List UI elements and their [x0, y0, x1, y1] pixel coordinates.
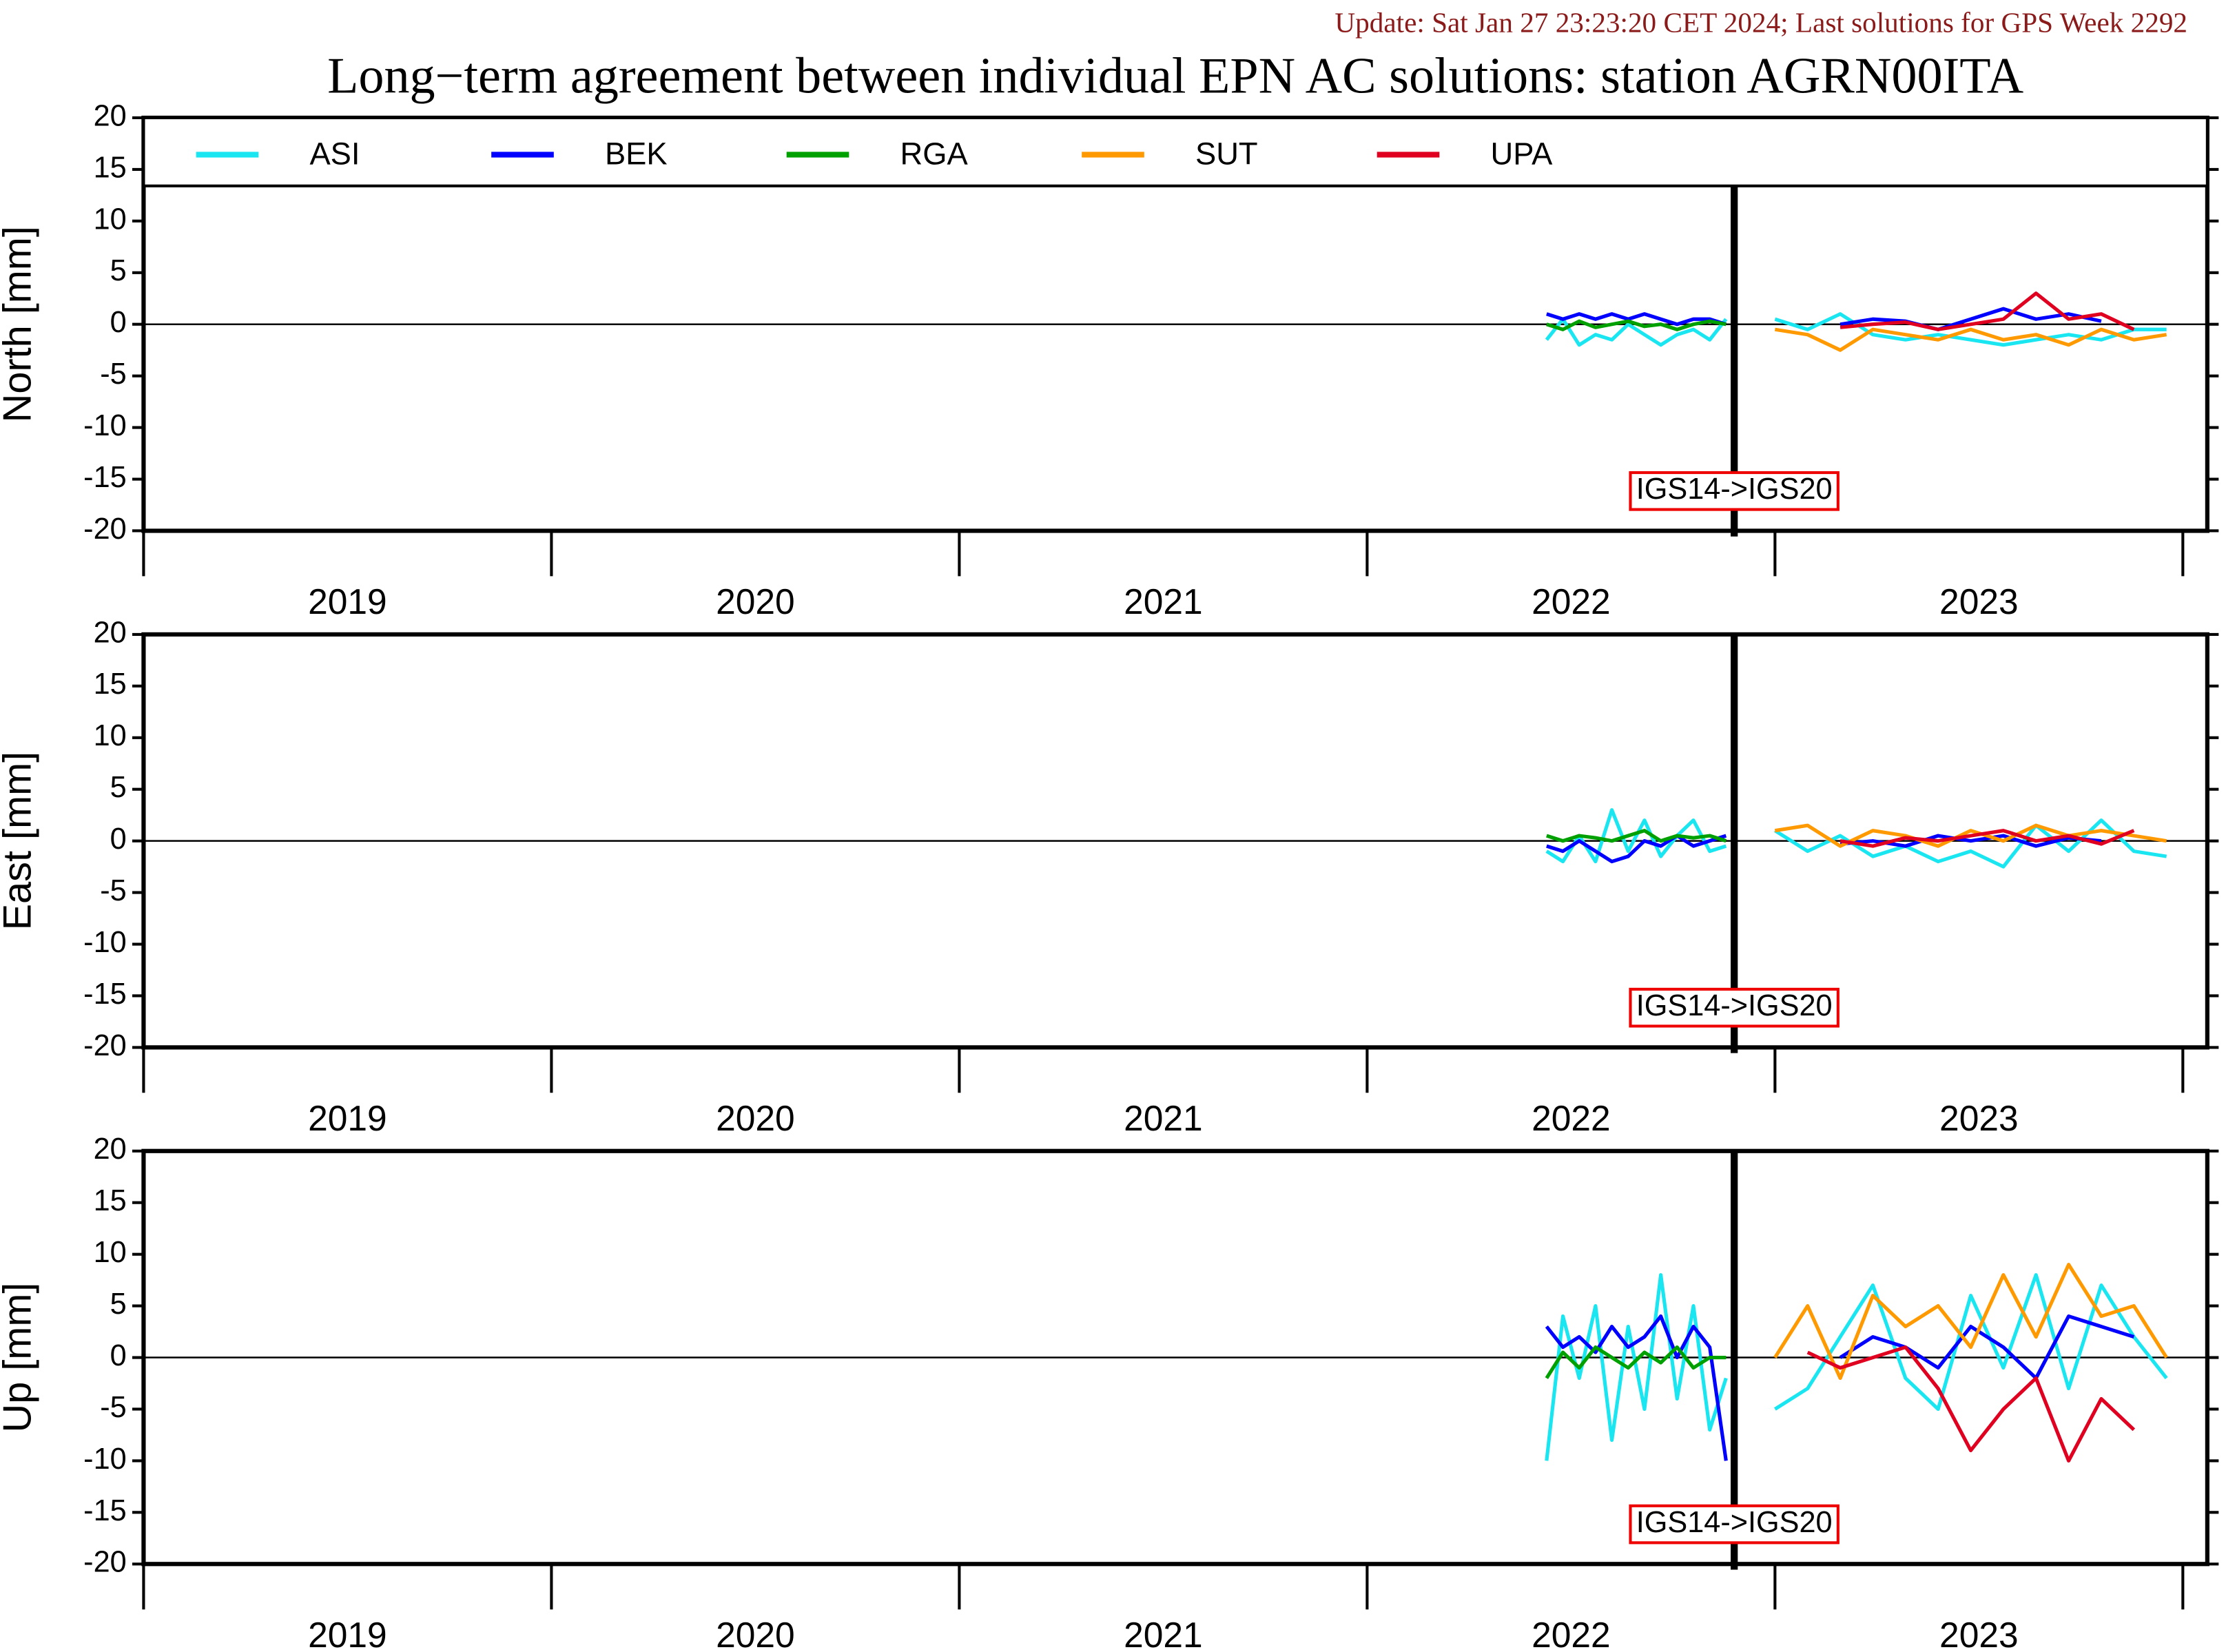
- y-tick-label: 10: [94, 1236, 127, 1269]
- legend-label: SUT: [1195, 136, 1258, 172]
- series-line: [1839, 1314, 2135, 1381]
- x-tick-label: 2019: [308, 581, 387, 621]
- update-note: Update: Sat Jan 27 23:23:20 CET 2024; La…: [1334, 7, 2187, 39]
- chart-title: Long−term agreement between individual E…: [327, 48, 2024, 104]
- y-tick-label: -5: [100, 1391, 126, 1424]
- y-axis-label: East [mm]: [0, 752, 39, 931]
- y-tick-label: 20: [94, 616, 127, 649]
- y-tick-label: -15: [83, 1494, 127, 1527]
- y-tick-label: 0: [110, 823, 127, 856]
- annotation-label: IGS14->IGS20: [1636, 473, 1833, 506]
- series-group: [1545, 1263, 2168, 1463]
- series-line: [1774, 327, 2167, 352]
- series-line: [1774, 312, 2167, 347]
- annotation-box: [1629, 471, 1839, 511]
- series-line: [1546, 319, 1727, 331]
- plot-frame: [141, 1148, 2209, 1567]
- y-tick-label: 20: [94, 1133, 127, 1166]
- y-tick-label: -20: [83, 513, 127, 546]
- x-tick-label: 2021: [1124, 1098, 1203, 1138]
- series-line: [1839, 307, 2102, 331]
- y-tick-label: 20: [94, 99, 127, 132]
- series-line: [1774, 823, 2167, 848]
- series-line: [1546, 834, 1727, 864]
- y-tick-label: 10: [94, 719, 127, 752]
- annotation-box: [1629, 1504, 1839, 1545]
- series-line: [1839, 291, 2135, 331]
- x-tick-label: 2021: [1124, 1615, 1203, 1652]
- series-group: [1545, 291, 2167, 352]
- x-tick-label: 2023: [1939, 1615, 2019, 1652]
- plot-frame: [141, 632, 2209, 1050]
- x-tick-label: 2020: [716, 1615, 795, 1652]
- y-tick-label: 0: [110, 1339, 127, 1372]
- x-tick-label: 2022: [1532, 1098, 1611, 1138]
- x-tick-label: 2020: [716, 581, 795, 621]
- series-line: [1839, 829, 2135, 848]
- y-tick-label: 0: [110, 306, 127, 339]
- y-axis-label: Up [mm]: [0, 1283, 39, 1433]
- x-tick-label: 2023: [1939, 581, 2019, 621]
- series-line: [1546, 829, 1727, 843]
- series-line: [1546, 312, 1727, 327]
- x-tick-label: 2023: [1939, 1098, 2019, 1138]
- y-tick-label: 15: [94, 668, 127, 701]
- series-line: [1545, 317, 1728, 347]
- y-tick-label: -10: [83, 1443, 127, 1476]
- series-group: [1545, 808, 2167, 869]
- x-tick-label: 2022: [1532, 581, 1611, 621]
- x-tick-label: 2022: [1532, 1615, 1611, 1652]
- y-tick-label: 10: [94, 203, 127, 236]
- y-tick-label: -5: [100, 358, 126, 391]
- y-axis-label: North [mm]: [0, 226, 39, 422]
- y-tick-label: 5: [110, 771, 127, 804]
- series-line: [1773, 818, 2167, 869]
- legend-label: ASI: [309, 136, 360, 172]
- y-tick-label: -10: [83, 409, 127, 442]
- series-line: [1773, 1273, 2168, 1412]
- x-tick-label: 2021: [1124, 581, 1203, 621]
- x-tick-label: 2020: [716, 1098, 795, 1138]
- legend-label: BEK: [605, 136, 668, 172]
- legend-label: RGA: [900, 136, 968, 172]
- y-tick-label: -5: [100, 874, 126, 907]
- series-line: [1773, 1263, 2168, 1381]
- annotation-box: [1629, 987, 1839, 1028]
- series-line: [1545, 1314, 1728, 1461]
- series-line: [1545, 1273, 1728, 1461]
- y-tick-label: -20: [83, 1029, 127, 1062]
- annotation-label: IGS14->IGS20: [1636, 1506, 1833, 1539]
- y-tick-label: 5: [110, 1288, 127, 1321]
- series-line: [1545, 808, 1727, 864]
- y-tick-label: 5: [110, 254, 127, 287]
- y-tick-label: -15: [83, 461, 127, 494]
- legend-label: UPA: [1490, 136, 1553, 172]
- y-tick-label: -10: [83, 926, 127, 959]
- y-tick-label: -15: [83, 978, 127, 1011]
- legend-box: [142, 116, 2209, 187]
- y-tick-label: 15: [94, 1184, 127, 1217]
- x-tick-label: 2019: [308, 1615, 387, 1652]
- annotation-label: IGS14->IGS20: [1636, 989, 1833, 1022]
- x-tick-label: 2019: [308, 1098, 387, 1138]
- y-tick-label: -20: [83, 1546, 127, 1579]
- series-line: [1806, 1345, 2136, 1463]
- series-line: [1545, 1345, 1727, 1379]
- y-tick-label: 15: [94, 151, 127, 184]
